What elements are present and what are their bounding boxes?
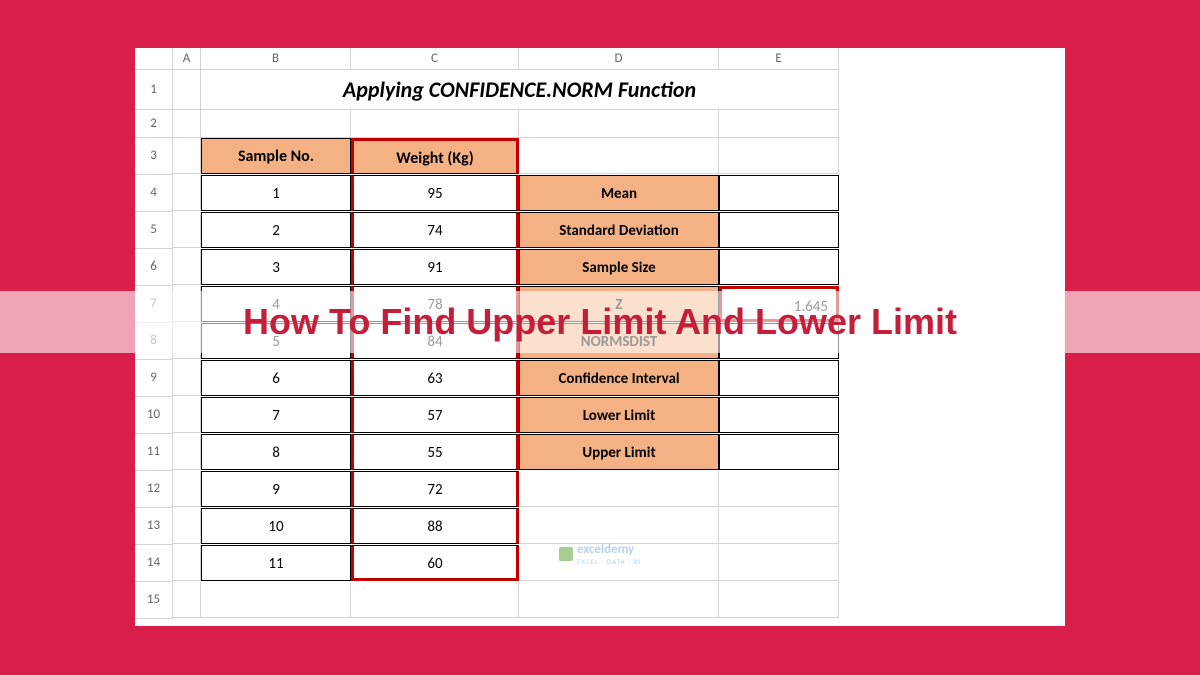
cell-d2[interactable] [519,110,719,138]
row-header-5[interactable]: 5 [135,212,173,249]
value-upper[interactable] [719,434,839,470]
weight-2[interactable]: 74 [351,212,519,248]
cell-e15[interactable] [719,582,839,618]
cell-c15[interactable] [351,582,519,618]
row-header-1[interactable]: 1 [135,70,173,110]
label-mean[interactable]: Mean [519,175,719,211]
row-header-10[interactable]: 10 [135,397,173,434]
row-header-13[interactable]: 13 [135,508,173,545]
cell-a13[interactable] [173,508,201,544]
cell-b15[interactable] [201,582,351,618]
weight-10[interactable]: 88 [351,508,519,544]
row-header-4[interactable]: 4 [135,175,173,212]
header-sample[interactable]: Sample No. [201,138,351,174]
sample-1[interactable]: 1 [201,175,351,211]
cell-a14[interactable] [173,545,201,581]
label-lower[interactable]: Lower Limit [519,397,719,433]
row-header-12[interactable]: 12 [135,471,173,508]
label-size[interactable]: Sample Size [519,249,719,285]
cell-d12[interactable] [519,471,719,507]
cell-e14[interactable] [719,545,839,581]
sample-3[interactable]: 3 [201,249,351,285]
watermark-icon [559,547,573,561]
col-header-a[interactable]: A [173,48,201,70]
label-upper[interactable]: Upper Limit [519,434,719,470]
cell-e12[interactable] [719,471,839,507]
label-ci[interactable]: Confidence Interval [519,360,719,396]
watermark-text: exceldemy [577,542,641,557]
cell-a2[interactable] [173,110,201,138]
sample-10[interactable]: 10 [201,508,351,544]
weight-11[interactable]: 60 [351,545,519,581]
cell-d13[interactable] [519,508,719,544]
watermark: exceldemy EXCEL · DATA · BI [559,542,641,566]
cell-a4[interactable] [173,175,201,211]
value-mean[interactable] [719,175,839,211]
cell-e2[interactable] [719,110,839,138]
label-stddev[interactable]: Standard Deviation [519,212,719,248]
row-header-14[interactable]: 14 [135,545,173,582]
row-header-9[interactable]: 9 [135,360,173,397]
cell-b2[interactable] [201,110,351,138]
overlay-text: How To Find Upper Limit And Lower Limit [243,301,957,343]
row-header-6[interactable]: 6 [135,249,173,286]
cell-a11[interactable] [173,434,201,470]
watermark-sub: EXCEL · DATA · BI [577,557,641,566]
corner-cell [135,48,173,70]
cell-a12[interactable] [173,471,201,507]
title-cell[interactable]: Applying CONFIDENCE.NORM Function [201,70,839,110]
cell-d3[interactable] [519,138,719,174]
weight-6[interactable]: 63 [351,360,519,396]
cell-a5[interactable] [173,212,201,248]
cell-c2[interactable] [351,110,519,138]
cell-e13[interactable] [719,508,839,544]
cell-a3[interactable] [173,138,201,174]
cell-a10[interactable] [173,397,201,433]
col-header-d[interactable]: D [519,48,719,70]
cell-a15[interactable] [173,582,201,618]
row-header-15[interactable]: 15 [135,582,173,619]
overlay-band: How To Find Upper Limit And Lower Limit [0,291,1200,353]
weight-7[interactable]: 57 [351,397,519,433]
cell-e3[interactable] [719,138,839,174]
sample-8[interactable]: 8 [201,434,351,470]
cell-a6[interactable] [173,249,201,285]
cell-a1[interactable] [173,70,201,110]
sample-6[interactable]: 6 [201,360,351,396]
sample-7[interactable]: 7 [201,397,351,433]
col-header-c[interactable]: C [351,48,519,70]
sample-9[interactable]: 9 [201,471,351,507]
cell-a9[interactable] [173,360,201,396]
value-stddev[interactable] [719,212,839,248]
weight-3[interactable]: 91 [351,249,519,285]
row-header-11[interactable]: 11 [135,434,173,471]
sample-2[interactable]: 2 [201,212,351,248]
cell-d15[interactable] [519,582,719,618]
value-ci[interactable] [719,360,839,396]
col-header-e[interactable]: E [719,48,839,70]
weight-9[interactable]: 72 [351,471,519,507]
value-size[interactable] [719,249,839,285]
col-header-b[interactable]: B [201,48,351,70]
row-header-3[interactable]: 3 [135,138,173,175]
row-header-2[interactable]: 2 [135,110,173,138]
value-lower[interactable] [719,397,839,433]
weight-1[interactable]: 95 [351,175,519,211]
weight-8[interactable]: 55 [351,434,519,470]
header-weight[interactable]: Weight (Kg) [351,138,519,174]
sample-11[interactable]: 11 [201,545,351,581]
